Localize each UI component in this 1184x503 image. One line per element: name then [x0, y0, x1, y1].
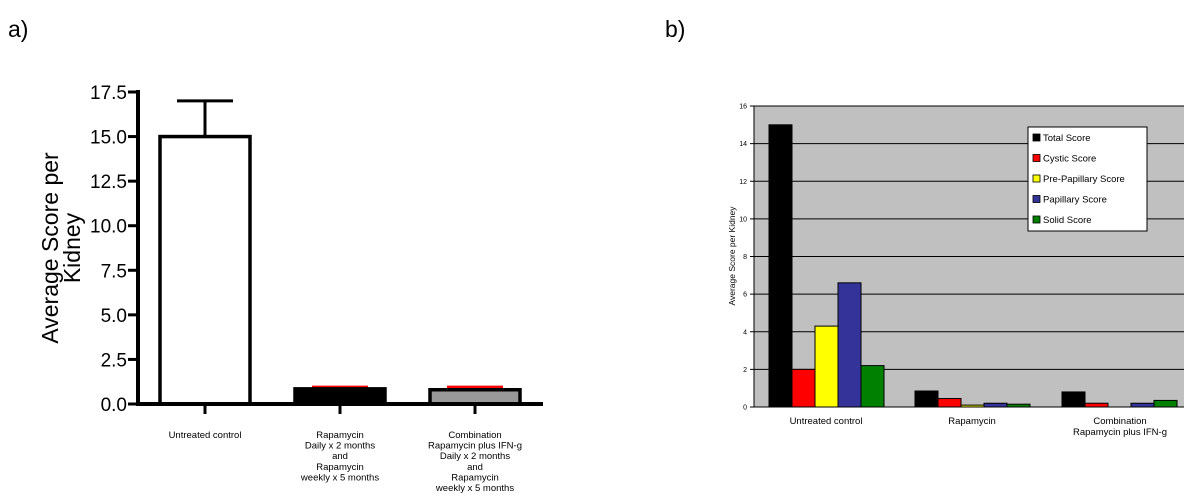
x-category-label-2-5: weekly x 5 months: [435, 483, 514, 494]
legend-swatch-2: [1032, 174, 1041, 183]
legend: Total Score Cystic Score Pre-Papillary Sco…: [1027, 126, 1148, 232]
legend-label-3: Papillary Score: [1043, 195, 1107, 206]
y-axis-label: Average Score perKidney: [37, 152, 85, 344]
x-category-label-1-0: Rapamycin: [948, 416, 996, 427]
legend-swatch-0: [1032, 133, 1041, 142]
y-tick-label-3: 7.5: [101, 261, 127, 282]
x-category-label-1-4: weekly x 5 months: [300, 472, 379, 483]
panel-a-label: a): [8, 16, 28, 42]
bar-4-2: [1153, 399, 1178, 408]
legend-label-0: Total Score: [1043, 133, 1091, 144]
bar-3-0: [837, 282, 862, 408]
legend-box: [1027, 126, 1148, 232]
y-tick-label-1: 2: [743, 367, 747, 374]
x-category-label-0-0: Untreated control: [169, 430, 242, 441]
legend-swatch-1: [1032, 154, 1041, 162]
bar-4-0: [860, 365, 885, 408]
y-tick-label-1: 2.5: [101, 350, 127, 371]
y-tick-label-7: 14: [739, 141, 747, 148]
y-tick-label-4: 8: [743, 254, 747, 261]
y-tick-label-2: 4: [743, 329, 747, 336]
bar-2: [428, 387, 522, 406]
x-category-label-2-2: Daily x 2 months: [440, 451, 510, 462]
x-category-label-1-1: Daily x 2 months: [305, 441, 375, 452]
bar-1-2: [1084, 402, 1109, 408]
panel-a-chart: a) 0.0 2.5 5.0 7.5 10.0 12.5 15.0 17.5 Untreated…: [8, 16, 543, 494]
x-category-label-2-1: Rapamycin plus IFN-g: [1073, 427, 1167, 438]
y-tick-label-5: 10: [739, 216, 747, 223]
bar-1: [293, 387, 387, 406]
bar-1-0: [791, 368, 816, 408]
x-category-label-1-3: Rapamycin: [316, 462, 364, 473]
y-axis-label-line-0: Average Score per: [37, 152, 63, 344]
x-category-label-1-0: Rapamycin: [316, 430, 364, 441]
y-tick-label-6: 15.0: [90, 128, 127, 149]
legend-label-1: Cystic Score: [1043, 154, 1096, 165]
y-axis-label-line-1: Kidney: [59, 212, 85, 283]
x-category-label-2-4: Rapamycin: [451, 472, 499, 483]
bar-2-0: [814, 325, 839, 408]
y-tick-label-2: 5.0: [101, 306, 127, 327]
x-category-label-2-1: Rapamycin plus IFN-g: [428, 441, 522, 452]
legend-label-4: Solid Score: [1043, 215, 1092, 226]
y-axis-label: Average Score per Kidney: [727, 206, 737, 306]
y-tick-label-6: 12: [739, 179, 747, 186]
bar-1-1: [937, 398, 962, 408]
y-tick-label-0: 0: [743, 405, 747, 412]
bar-0-1: [914, 390, 939, 408]
bar-0-2: [1061, 391, 1086, 408]
bar-0-0: [768, 124, 793, 408]
x-category-label-0-0: Untreated control: [790, 416, 863, 427]
bar-3-1: [983, 402, 1008, 408]
y-tick-label-3: 6: [743, 292, 747, 299]
legend-label-2: Pre-Papillary Score: [1043, 174, 1125, 185]
bar-0: [158, 134, 252, 406]
bar-3-2: [1130, 402, 1155, 408]
legend-swatch-3: [1032, 195, 1041, 203]
y-tick-label-8: 16: [739, 104, 747, 111]
panel-b-chart: b) 0 2 4 6 8 10 12 14 16 Untreated control Rapamyc…: [665, 16, 1184, 438]
y-tick-label-0: 0.0: [101, 395, 127, 416]
panel-b-label: b): [665, 16, 685, 42]
y-tick-label-4: 10.0: [90, 217, 127, 238]
x-category-label-2-0: Combination: [448, 430, 501, 441]
legend-swatch-4: [1032, 215, 1041, 224]
x-category-label-2-0: Combination: [1093, 416, 1146, 427]
y-tick-label-7: 17.5: [90, 83, 127, 104]
x-category-label-1-2: and: [332, 451, 348, 462]
x-category-label-2-3: and: [467, 462, 483, 473]
y-tick-label-5: 12.5: [90, 172, 127, 193]
